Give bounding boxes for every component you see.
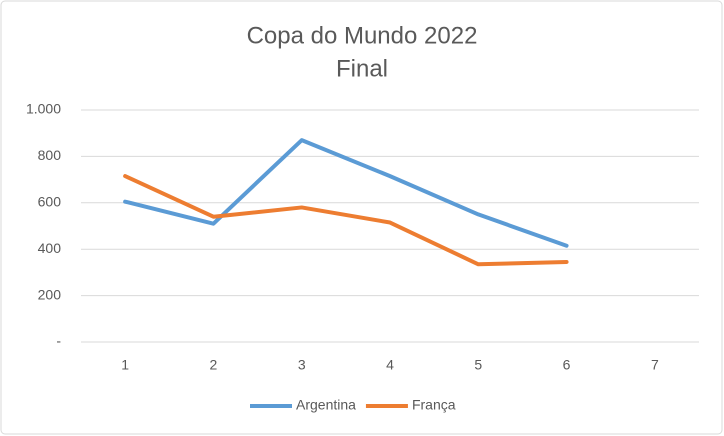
series-line [123, 174, 569, 267]
series-line [123, 138, 569, 248]
x-tick-label: 1 [121, 357, 129, 373]
y-tick-label: 800 [38, 147, 62, 163]
x-tick-label: 2 [210, 357, 218, 373]
y-tick-label: 1.000 [26, 101, 61, 117]
legend-label: Argentina [296, 397, 356, 413]
y-tick-label: 400 [38, 240, 62, 256]
x-tick-label: 4 [386, 357, 394, 373]
x-tick-label: 6 [563, 357, 571, 373]
y-tick-label: - [56, 333, 61, 349]
x-tick-label: 5 [474, 357, 482, 373]
legend-label: França [412, 397, 456, 413]
y-tick-label: 200 [38, 286, 62, 302]
chart-title: Copa do Mundo 2022 [247, 22, 478, 49]
x-tick-label: 7 [651, 357, 659, 373]
y-tick-label: 600 [38, 194, 62, 210]
x-tick-label: 3 [298, 357, 306, 373]
chart-subtitle: Final [336, 55, 388, 82]
